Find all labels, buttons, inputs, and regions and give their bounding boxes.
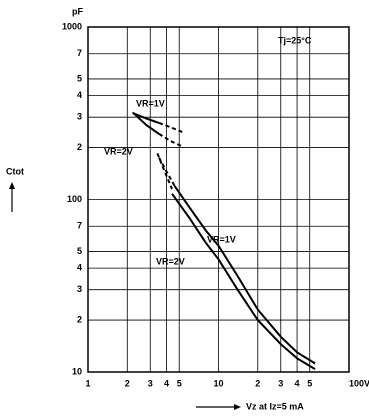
curve-label: VR=2V xyxy=(104,146,133,156)
y-arrow-head xyxy=(9,182,15,189)
curve xyxy=(158,157,176,187)
x-tick-label: 4 xyxy=(295,378,300,388)
curve-label: VR=1V xyxy=(207,234,236,244)
x-tick-label: 2 xyxy=(125,378,130,388)
x-tick-label: 4 xyxy=(164,378,169,388)
x-tick-label: 5 xyxy=(177,378,182,388)
y-tick-label: 2 xyxy=(77,314,82,324)
y-tick-label: 3 xyxy=(77,284,82,294)
curve xyxy=(173,185,316,365)
curve xyxy=(132,112,160,124)
x-tick-label: 1 xyxy=(85,378,90,388)
y-tick-label: 1000 xyxy=(62,21,82,31)
y-tick-label: 10 xyxy=(72,366,82,376)
x-tick-label: 3 xyxy=(148,378,153,388)
x-tick-label: 10 xyxy=(213,378,223,388)
curve xyxy=(171,193,316,370)
y-tick-label: 7 xyxy=(77,48,82,58)
x-tick-label: 3 xyxy=(278,378,283,388)
curve xyxy=(132,111,160,135)
x-tick-label: 100V xyxy=(349,378,369,388)
x-axis-label: Vz at Iz=5 mA xyxy=(246,401,304,411)
y-tick-label: 2 xyxy=(77,142,82,152)
x-arrow-head xyxy=(234,404,241,410)
curve-label: VR=1V xyxy=(136,98,165,108)
y-unit: pF xyxy=(72,6,83,16)
y-tick-label: 5 xyxy=(77,246,82,256)
annotation: Tj=25°C xyxy=(278,35,312,45)
curve xyxy=(158,133,183,148)
y-tick-label: 7 xyxy=(77,221,82,231)
y-tick-label: 4 xyxy=(77,90,82,100)
y-tick-label: 5 xyxy=(77,73,82,83)
y-axis-label: Ctot xyxy=(6,166,24,176)
curve xyxy=(156,153,173,190)
curve-label: VR=2V xyxy=(156,256,185,266)
x-tick-label: 5 xyxy=(307,378,312,388)
y-tick-label: 3 xyxy=(77,112,82,122)
x-tick-label: 2 xyxy=(255,378,260,388)
y-tick-label: 100 xyxy=(67,194,82,204)
y-tick-label: 4 xyxy=(77,263,82,273)
